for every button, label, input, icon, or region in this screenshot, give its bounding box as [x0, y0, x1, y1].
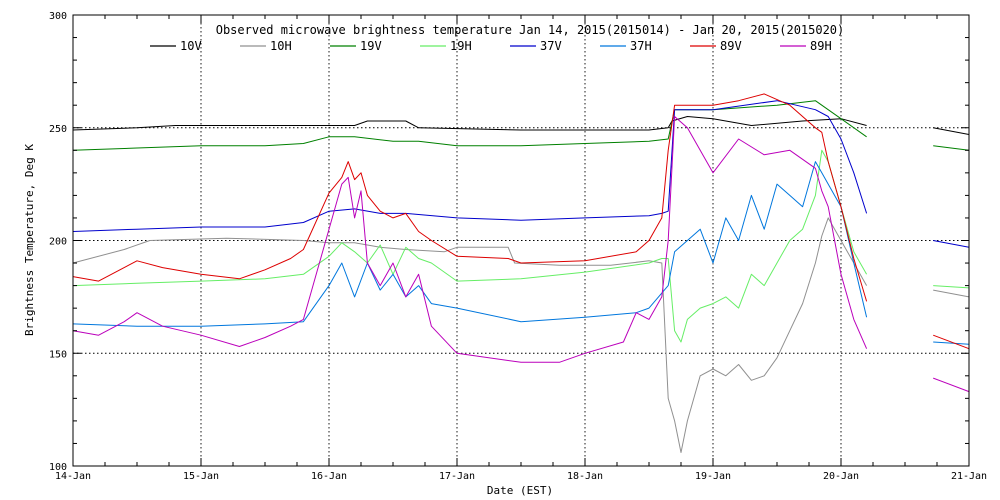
series-line-10h [72, 217, 970, 453]
series-line-37h [72, 161, 970, 345]
x-tick-label: 15-Jan [183, 471, 219, 482]
x-tick-label: 18-Jan [567, 471, 603, 482]
x-tick-label: 17-Jan [439, 471, 475, 482]
series-line-19v [72, 100, 970, 151]
x-tick-label: 16-Jan [311, 471, 347, 482]
x-tick-label: 19-Jan [695, 471, 731, 482]
chart-title: Observed microwave brightness temperatur… [216, 23, 845, 37]
legend-label-10h: 10H [270, 39, 292, 53]
series-line-89h [72, 116, 970, 393]
x-tick-label: 14-Jan [55, 471, 91, 482]
series-line-89v [72, 93, 970, 350]
legend-label-89h: 89H [810, 39, 832, 53]
legend-label-37h: 37H [630, 39, 652, 53]
y-tick-label: 150 [49, 349, 67, 360]
y-tick-label: 250 [49, 124, 67, 135]
legend-label-37v: 37V [540, 39, 562, 53]
y-tick-label: 200 [49, 237, 67, 248]
series-line-10v [72, 116, 970, 135]
legend-label-19v: 19V [360, 39, 382, 53]
y-axis-label: Brightness Temperature, Deg K [23, 144, 36, 336]
x-tick-label: 21-Jan [951, 471, 987, 482]
legend-label-19h: 19H [450, 39, 472, 53]
x-tick-label: 20-Jan [823, 471, 859, 482]
axis-ticks [72, 14, 970, 467]
y-tick-label: 300 [49, 11, 67, 22]
y-tick-label: 100 [49, 462, 67, 473]
tick-labels: 14-Jan 15-Jan 16-Jan 17-Jan 18-Jan 19-Jan 20-J… [49, 11, 987, 482]
legend-label-10v: 10V [180, 39, 202, 53]
series-line-37v [72, 100, 970, 248]
legend-label-89v: 89V [720, 39, 742, 53]
data-series [72, 93, 970, 453]
legend: 10V 10H 19V 19H 37V 37H 89V 89H [150, 39, 832, 53]
series-line-19h [72, 149, 970, 343]
x-axis-label: Date (EST) [487, 484, 553, 497]
